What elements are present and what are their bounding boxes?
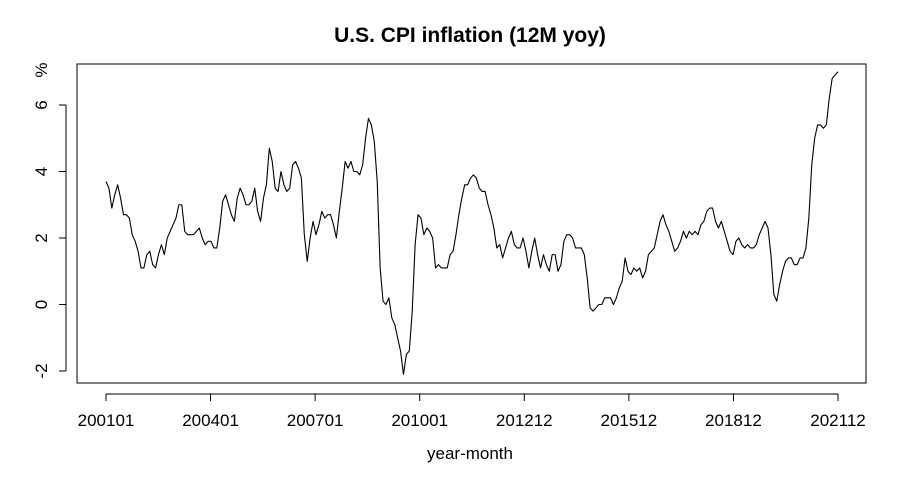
y-tick-label: 4 xyxy=(32,167,51,176)
x-tick-label: 201512 xyxy=(600,411,657,430)
x-tick-label: 200401 xyxy=(182,411,239,430)
y-tick-label: 2 xyxy=(32,233,51,242)
x-tick-label: 201001 xyxy=(391,411,448,430)
cpi-inflation-line xyxy=(105,71,839,375)
chart-title: U.S. CPI inflation (12M yoy) xyxy=(334,24,606,47)
y-axis-label: % xyxy=(32,62,51,77)
plot-area xyxy=(76,63,867,384)
x-tick-label: 201812 xyxy=(705,411,762,430)
x-tick-label: 200101 xyxy=(78,411,135,430)
y-axis: -2 0 2 4 6 xyxy=(32,100,67,379)
x-tick-label: 200701 xyxy=(287,411,344,430)
x-axis-label: year-month xyxy=(427,444,513,463)
x-tick-label: 202112 xyxy=(810,411,865,430)
x-tick-label: 201212 xyxy=(496,411,553,430)
y-tick-label: 0 xyxy=(32,300,51,309)
y-tick-label: -2 xyxy=(32,363,51,378)
y-tick-label: 6 xyxy=(32,100,51,109)
x-axis: 200101 200401 200701 201001 201212 201512 2018… xyxy=(78,393,866,430)
